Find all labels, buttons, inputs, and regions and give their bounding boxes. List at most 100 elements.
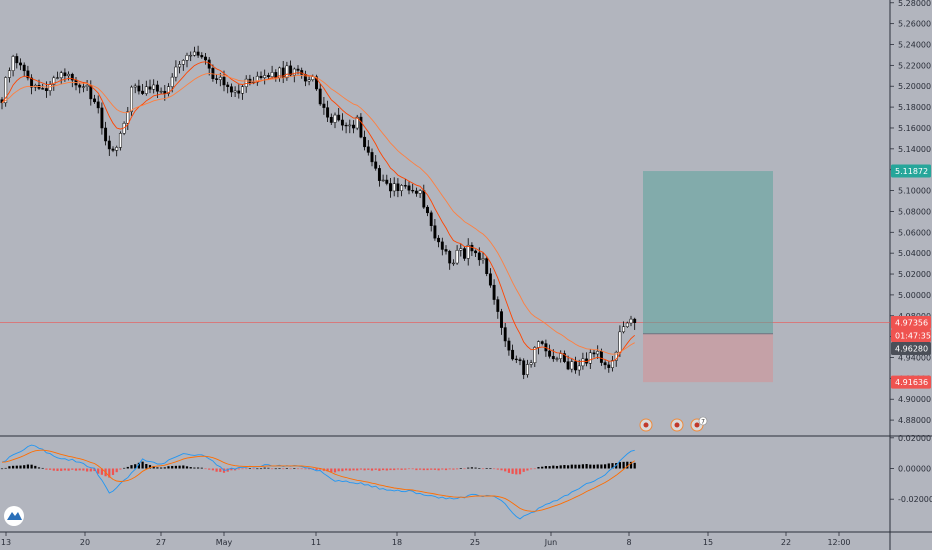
macd-histogram-bar	[496, 468, 499, 470]
candle-body	[218, 76, 222, 80]
candle-body	[196, 51, 200, 56]
candle-body	[355, 116, 359, 129]
macd-histogram-bar	[108, 468, 111, 478]
candle-body	[444, 249, 448, 252]
macd-histogram-bar	[411, 468, 414, 470]
macd-histogram-bar	[193, 467, 196, 469]
time-tick-label: 27	[156, 538, 166, 547]
macd-histogram-bar	[8, 466, 11, 469]
candle-body	[11, 56, 15, 71]
event-count-label: 7	[701, 419, 705, 426]
candle-body	[588, 352, 592, 364]
position-profit-zone[interactable]	[643, 171, 773, 334]
macd-histogram-bar	[463, 468, 466, 470]
macd-histogram-bar	[134, 464, 137, 469]
macd-histogram-bar	[197, 467, 200, 469]
macd-histogram-bar	[574, 464, 577, 469]
macd-histogram-bar	[600, 464, 603, 469]
candle-body	[67, 73, 71, 77]
event-icon-dot	[674, 422, 680, 428]
macd-histogram-bar	[626, 461, 629, 469]
price-tags: 5.11872 4.97356 01:47:35 4.96280 4.91636	[891, 164, 931, 389]
macd-histogram-bar	[293, 468, 296, 469]
macd-tick-label: -0.02000	[898, 495, 932, 504]
candle-body	[603, 362, 607, 366]
candle-body	[174, 66, 178, 78]
candle-body	[426, 206, 429, 214]
event-icons[interactable]: 7	[639, 416, 708, 432]
price-axis[interactable]: 5.28000 5.26000 5.24000 5.22000 5.20000 5.180…	[890, 0, 932, 504]
macd-histogram-bar	[581, 464, 584, 469]
candle-body	[318, 88, 322, 105]
candle-body	[614, 351, 618, 361]
candle-body	[322, 103, 326, 108]
candle-body	[374, 161, 378, 169]
price-tag-label: 5.11872	[895, 167, 928, 176]
candle-body	[440, 241, 444, 250]
macd-histogram-bar	[333, 468, 337, 473]
position-tool[interactable]	[643, 171, 773, 383]
candle-body	[81, 86, 85, 88]
candle-body	[266, 75, 270, 77]
macd-histogram-bar	[522, 468, 525, 472]
macd-histogram-bar	[49, 468, 52, 470]
candle-body	[52, 77, 56, 85]
macd-histogram-bar	[437, 468, 440, 471]
macd-histogram-bar	[544, 466, 547, 469]
macd-histogram-bar	[296, 468, 300, 470]
macd-histogram-bar	[185, 466, 189, 469]
macd-histogram-bar	[282, 468, 285, 470]
macd-histogram-bar	[382, 468, 385, 471]
candle-body	[403, 185, 407, 187]
position-loss-zone[interactable]	[643, 333, 773, 383]
macd-histogram-bar	[578, 464, 581, 469]
logo-icon[interactable]	[4, 506, 24, 526]
macd-histogram-bar	[89, 468, 92, 472]
macd-tick-label: 0.02000	[898, 434, 931, 443]
price-tick-label: 5.00000	[898, 291, 931, 300]
candle-body	[315, 76, 318, 90]
candle-body	[485, 258, 489, 274]
candle-body	[418, 190, 422, 194]
price-tick-label: 4.88000	[898, 416, 931, 425]
candle-body	[78, 84, 82, 88]
macd-histogram-bar	[52, 468, 55, 471]
price-tick-label: 5.24000	[898, 41, 931, 50]
macd-histogram-bar	[419, 468, 422, 470]
macd-histogram-bar	[330, 468, 333, 473]
candle-body	[263, 75, 267, 78]
candle-body	[307, 79, 311, 82]
time-axis[interactable]: 13 20 27 May 11 18 25 Jun 8 15 22 12:00	[1, 532, 851, 547]
macd-histogram-bar	[456, 468, 459, 470]
macd-histogram-bar	[215, 468, 218, 472]
macd-histogram-bar	[148, 465, 152, 469]
moving-averages	[1, 61, 635, 363]
candle-body	[237, 90, 241, 94]
candle-body	[326, 107, 330, 118]
macd-histogram-bar	[393, 468, 396, 471]
macd-histogram-bar	[0, 468, 4, 470]
price-tag-bg	[891, 164, 931, 178]
macd-histogram-bar	[541, 466, 544, 469]
price-tag-label: 4.91636	[895, 378, 928, 387]
macd-histogram-bar	[548, 466, 551, 469]
macd-histogram-bar	[367, 468, 370, 470]
price-tick-label: 5.14000	[898, 145, 931, 154]
macd-histogram-bar	[63, 468, 66, 471]
candle-body	[474, 250, 478, 254]
candle-body	[466, 244, 470, 259]
candle-body	[133, 85, 137, 88]
macd-histogram-bar	[285, 468, 288, 469]
time-tick-label: 12:00	[827, 538, 850, 547]
candle-body	[633, 318, 637, 323]
time-tick-label: 11	[311, 538, 321, 547]
macd-histogram-bar	[12, 465, 15, 469]
candle-body	[26, 70, 30, 79]
price-tick-label: 4.94000	[898, 353, 931, 362]
time-tick-label: 13	[1, 538, 11, 547]
price-tag-label: 4.97356	[895, 318, 928, 327]
candle-body	[22, 64, 26, 72]
candle-body	[222, 76, 226, 86]
